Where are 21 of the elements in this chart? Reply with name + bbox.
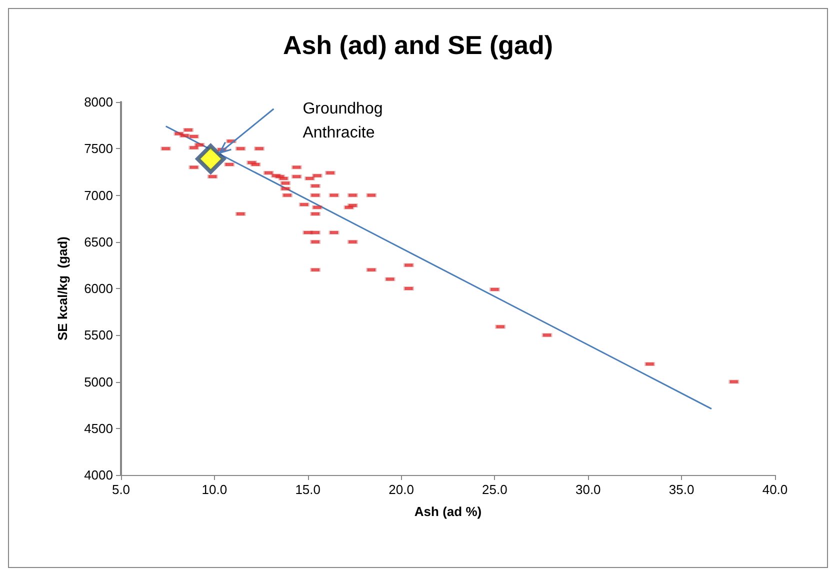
y-axis-title: SE kcal/kg (gad) [55, 236, 70, 341]
y-tick-label: 5500 [84, 328, 113, 343]
x-tick-label: 20.0 [388, 482, 414, 497]
x-tick-label: 15.0 [295, 482, 321, 497]
x-tick-label: 5.0 [112, 482, 130, 497]
y-tick-label: 5000 [84, 374, 113, 390]
x-axis-title: Ash (ad %) [414, 504, 482, 519]
y-tick-label: 6500 [84, 234, 113, 250]
y-tick-label: 4000 [84, 468, 113, 482]
y-tick-label: 8000 [84, 94, 113, 110]
x-tick-label: 35.0 [668, 482, 694, 497]
annotation: Groundhog Anthracite [302, 100, 383, 142]
y-tick-label: 6000 [84, 281, 113, 296]
x-tick-label: 25.0 [482, 482, 508, 497]
x-tick-label: 10.0 [202, 482, 228, 497]
y-tick-label: 7000 [84, 188, 113, 203]
y-tick-label: 4500 [84, 420, 113, 436]
y-tick-label: 7500 [84, 141, 113, 156]
chart-title: Ash (ad) and SE (gad) [282, 30, 554, 60]
x-tick-label: 40.0 [762, 482, 788, 497]
x-tick-label: 30.0 [575, 482, 601, 497]
